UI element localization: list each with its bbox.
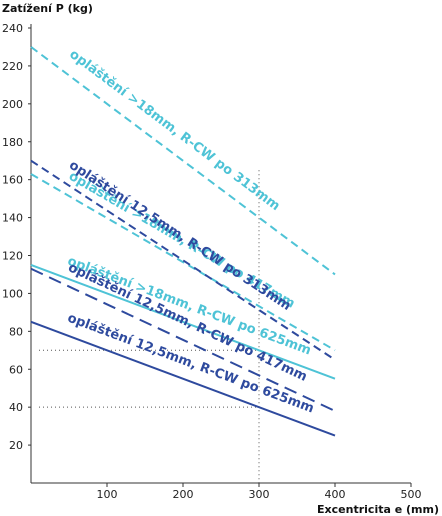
series-lines	[30, 46, 336, 437]
y-tick-label: 20	[9, 439, 23, 452]
series-line	[30, 320, 336, 437]
series-line	[30, 267, 336, 412]
y-tick-label: 120	[2, 250, 23, 263]
series-line	[30, 264, 336, 380]
y-tick-label: 160	[2, 174, 23, 187]
y-axis-title: Zatížení P (kg)	[2, 2, 93, 15]
y-tick-label: 80	[9, 325, 23, 338]
y-tick-label: 220	[2, 60, 23, 73]
y-tick-label: 200	[2, 98, 23, 111]
x-tick-label: 500	[401, 488, 422, 501]
x-tick-label: 100	[97, 488, 118, 501]
y-tick-label: 60	[9, 363, 23, 376]
y-tick-label: 180	[2, 136, 23, 149]
y-tick-label: 140	[2, 212, 23, 225]
x-axis-title: Excentricita e (mm)	[317, 503, 439, 516]
y-tick-label: 100	[2, 287, 23, 300]
x-tick-label: 400	[325, 488, 346, 501]
x-tick-label: 200	[173, 488, 194, 501]
axes: 20 40 60 80 100 120 140 160 180 200 220 240 100 200 30…	[2, 22, 422, 501]
series-line	[30, 159, 336, 361]
y-tick-label: 240	[2, 22, 23, 35]
x-tick-label: 300	[249, 488, 270, 501]
series-labels: opláštění >18mm, R-CW po 313mmopláštění …	[65, 47, 316, 417]
reference-lines	[39, 170, 260, 483]
y-tick-label: 40	[9, 401, 23, 414]
series-line	[30, 173, 336, 352]
series-line	[30, 46, 336, 276]
